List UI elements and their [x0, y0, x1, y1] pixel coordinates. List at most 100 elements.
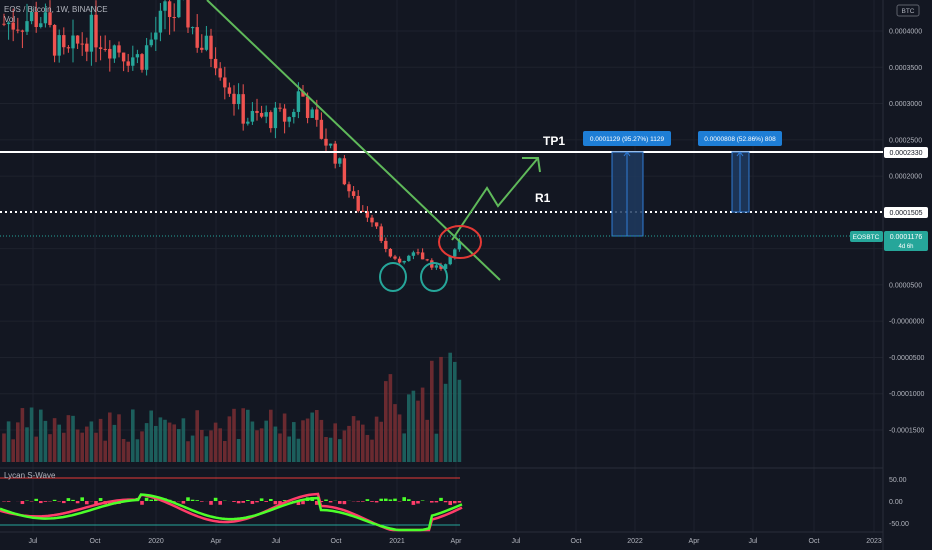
price-axis-label: -0.0000000: [889, 319, 925, 326]
volume-bar: [351, 416, 356, 462]
measure-box-1[interactable]: [611, 151, 644, 237]
indicator-name[interactable]: Lycan S-Wave: [4, 471, 56, 480]
volume-bar: [453, 361, 457, 462]
indicator-histogram-bar: [62, 501, 66, 504]
indicator-histogram-bar: [85, 501, 89, 505]
descending-trendline[interactable]: [206, 0, 501, 281]
candle-body: [98, 47, 103, 49]
volume-bar: [301, 420, 305, 462]
volume-bar: [402, 433, 406, 462]
volume-bar: [57, 424, 61, 462]
candle-body: [209, 35, 213, 59]
time-axis-label: 2023: [866, 538, 882, 545]
volume-bar: [75, 429, 80, 462]
candle-body: [75, 35, 80, 44]
candle-body: [264, 112, 268, 117]
indicator-histogram-bar: [361, 501, 365, 502]
candle-body: [269, 112, 273, 129]
indicator-histogram-bar: [402, 497, 406, 501]
volume-bar: [177, 429, 181, 462]
breakout-circle[interactable]: [438, 225, 482, 259]
volume-bar: [434, 433, 439, 462]
volume-bar: [315, 410, 319, 462]
candle-body: [407, 255, 411, 261]
volume-bar: [149, 410, 153, 462]
volume-bar: [457, 379, 462, 462]
candle-body: [204, 35, 209, 50]
volume-bar: [121, 438, 126, 462]
indicator-histogram-bar: [342, 501, 347, 505]
last-price-countdown: 4d 6h: [898, 244, 913, 250]
measure-box-2[interactable]: [731, 151, 750, 213]
indicator-histogram-bar: [181, 501, 186, 504]
volume-bar: [443, 383, 448, 462]
volume-bar: [411, 390, 416, 462]
candle-body: [259, 112, 264, 117]
volume-label[interactable]: Vol: [4, 15, 16, 24]
volume-bar: [250, 421, 255, 462]
volume-bar: [282, 413, 287, 462]
volume-bar: [190, 435, 195, 462]
candle-body: [186, 0, 190, 28]
indicator-histogram-bar: [6, 501, 11, 502]
volume-bar: [172, 424, 176, 462]
bottom-circle-right[interactable]: [420, 262, 448, 292]
volume-bar: [108, 412, 112, 462]
time-axis-label: Oct: [331, 538, 342, 545]
volume-bar: [296, 438, 301, 462]
indicator-histogram-bar: [365, 499, 370, 501]
candle-body: [66, 47, 71, 49]
projection-path[interactable]: [451, 157, 539, 241]
volume-bar: [407, 394, 411, 462]
symbol-title[interactable]: EOS / Bitcoin, 1W, BINANCE: [4, 5, 108, 14]
indicator-histogram-bar: [328, 501, 333, 503]
candle-body: [420, 252, 425, 260]
indicator-histogram-bar: [246, 500, 250, 501]
indicator-histogram-bar: [186, 497, 190, 501]
volume-bar: [39, 409, 43, 462]
candle-body: [85, 43, 89, 52]
volume-bar: [347, 425, 351, 462]
currency-badge[interactable]: [896, 4, 920, 17]
candle-body: [158, 10, 163, 33]
candle-body: [112, 45, 117, 59]
bottom-circle-left[interactable]: [379, 262, 407, 292]
candle-body: [154, 32, 158, 40]
candle-body: [273, 107, 278, 129]
candle-body: [379, 226, 383, 241]
volume-bar: [324, 436, 328, 462]
volume-bar: [103, 440, 107, 462]
volume-bar: [6, 421, 11, 462]
volume-bar: [85, 426, 89, 462]
candle-body: [71, 35, 75, 49]
time-axis-label: Apr: [689, 538, 701, 545]
volume-bar: [370, 439, 374, 462]
candle-body: [324, 138, 328, 146]
indicator-histogram-bar: [259, 498, 264, 501]
indicator-header: Lycan S-Wave: [4, 471, 55, 481]
indicator-histogram-bar: [420, 500, 425, 501]
r1-price-tag-text: 0.0001505: [889, 210, 922, 217]
volume-bar: [167, 422, 172, 462]
indicator-histogram-bar: [319, 501, 324, 503]
candle-body: [213, 58, 218, 69]
candle-body: [319, 119, 324, 139]
candle-body: [89, 14, 94, 52]
indicator-histogram-bar: [264, 501, 268, 502]
volume-bar: [232, 408, 236, 462]
candle-body: [333, 143, 337, 164]
candle-body: [126, 61, 130, 66]
indicator-histogram-bar: [144, 497, 149, 501]
candle-body: [140, 54, 144, 70]
volume-bar: [186, 441, 190, 462]
candle-body: [227, 87, 232, 94]
indicator-histogram-bar: [241, 501, 245, 503]
volume-bar: [213, 422, 218, 462]
price-axis-label: -0.0001000: [889, 391, 925, 398]
volume-bar: [319, 419, 324, 462]
candle-body: [384, 240, 388, 249]
volume-bar: [439, 356, 443, 462]
indicator-histogram-bar: [255, 501, 259, 503]
time-axis-labels: Jul Oct 2020 Apr Jul Oct 2021 Apr Jul Oct 2022 Apr J…: [29, 538, 882, 545]
